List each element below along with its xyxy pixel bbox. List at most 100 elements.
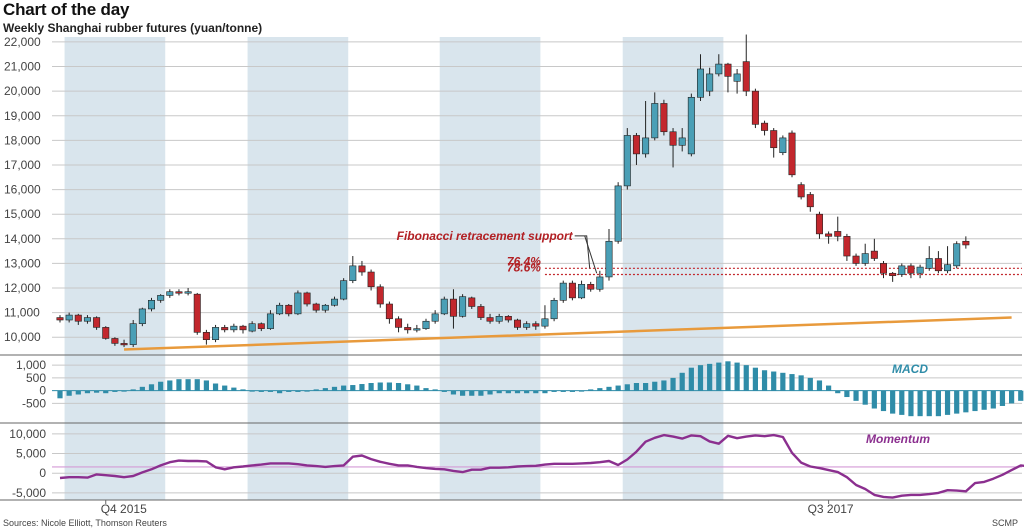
candle-up	[248, 323, 256, 332]
macd-bar	[524, 390, 530, 394]
candle-down	[395, 318, 403, 328]
candle-down	[843, 236, 851, 257]
macd-bar	[103, 390, 109, 394]
macd-bar	[661, 380, 667, 391]
candle-up	[184, 291, 192, 294]
candle-down	[513, 319, 521, 328]
candle-down	[770, 130, 778, 149]
macd-bar	[734, 362, 740, 391]
candle-down	[815, 213, 823, 235]
chart-annotations: 76.4%78.6% Fibonacci retracement support M…	[397, 229, 931, 446]
candle-down	[74, 314, 82, 322]
macd-bar	[277, 390, 283, 394]
candle-down	[285, 304, 293, 315]
trend-line	[124, 316, 1012, 351]
macd-bar	[871, 390, 877, 409]
candle-down	[312, 303, 320, 311]
macd-bar	[84, 390, 91, 394]
candle-up	[321, 304, 329, 311]
candle-down	[56, 317, 64, 321]
macd-bar	[624, 384, 630, 391]
candle-down	[202, 332, 210, 340]
macd-bar	[441, 390, 447, 392]
candle-down	[870, 250, 878, 259]
candle-up	[330, 298, 338, 306]
macd-bar	[57, 390, 63, 399]
candle-down	[587, 284, 595, 290]
macd-bar	[304, 390, 310, 392]
fibonacci-levels	[544, 267, 1022, 276]
fib-level-label: 76.4%	[507, 254, 541, 268]
macd-bar	[862, 390, 868, 405]
macd-bar	[780, 372, 786, 391]
candle-up	[944, 264, 952, 272]
macd-bar	[917, 390, 923, 417]
macd-bar	[835, 390, 841, 394]
momentum-tick-label: 5,000	[16, 447, 46, 461]
macd-bar	[240, 389, 246, 391]
macd-bar	[478, 390, 484, 396]
candle-up	[349, 265, 357, 281]
macd-bar	[697, 365, 704, 391]
candle-up	[148, 300, 156, 310]
x-tick-label: Q4 2015	[101, 502, 147, 516]
macd-bar	[798, 375, 804, 391]
macd-bar	[203, 380, 209, 391]
candle-up	[157, 295, 165, 301]
candle-up	[431, 313, 439, 322]
candle-down	[825, 233, 833, 237]
macd-bar	[194, 379, 200, 391]
candle-up	[440, 298, 448, 315]
price-tick-label: 13,000	[4, 256, 41, 270]
macd-bar	[807, 377, 813, 391]
candle-down	[111, 338, 119, 344]
price-tick-label: 17,000	[4, 158, 41, 172]
macd-bar	[853, 390, 859, 401]
fibonacci-annotation: Fibonacci retracement support	[397, 229, 574, 243]
macd-bar	[771, 371, 777, 391]
macd-bar	[954, 390, 960, 414]
macd-bar	[643, 383, 649, 391]
macd-panel-label: MACD	[892, 362, 928, 376]
macd-bar	[414, 385, 420, 391]
macd-bar	[716, 362, 722, 391]
candle-down	[889, 272, 897, 277]
candle-up	[678, 137, 686, 146]
macd-bar	[615, 385, 621, 391]
macd-bar	[688, 367, 694, 391]
candle-up	[715, 63, 723, 75]
price-tick-label: 22,000	[4, 35, 41, 49]
macd-bar	[826, 385, 832, 391]
macd-bar	[121, 390, 127, 392]
price-tick-label: 19,000	[4, 109, 41, 123]
price-tick-label: 11,000	[4, 306, 40, 320]
quarter-shading-bands	[64, 37, 724, 500]
macd-bar	[487, 390, 493, 395]
macd-bar	[578, 390, 585, 392]
candle-up	[523, 323, 531, 328]
macd-bar	[1009, 390, 1015, 404]
macd-bar	[341, 385, 347, 391]
macd-bar	[999, 390, 1006, 406]
candle-up	[230, 325, 238, 331]
candle-down	[632, 135, 640, 155]
candle-down	[907, 265, 915, 274]
momentum-tick-label: 10,000	[9, 427, 46, 441]
x-tick-label: Q3 2017	[808, 502, 854, 516]
macd-bar	[569, 390, 575, 392]
macd-bar	[844, 390, 850, 398]
candle-down	[449, 298, 457, 317]
candle-up	[83, 317, 91, 322]
macd-bar	[286, 390, 292, 392]
macd-bar	[359, 384, 365, 391]
candle-down	[761, 122, 769, 131]
candle-down	[486, 317, 494, 322]
macd-bar	[139, 386, 145, 391]
price-tick-label: 18,000	[4, 133, 41, 147]
candle-up	[596, 276, 604, 290]
candle-up	[550, 300, 558, 320]
annotation-leader-2	[584, 235, 598, 274]
macd-bar	[533, 390, 539, 394]
macd-bar	[514, 390, 521, 394]
